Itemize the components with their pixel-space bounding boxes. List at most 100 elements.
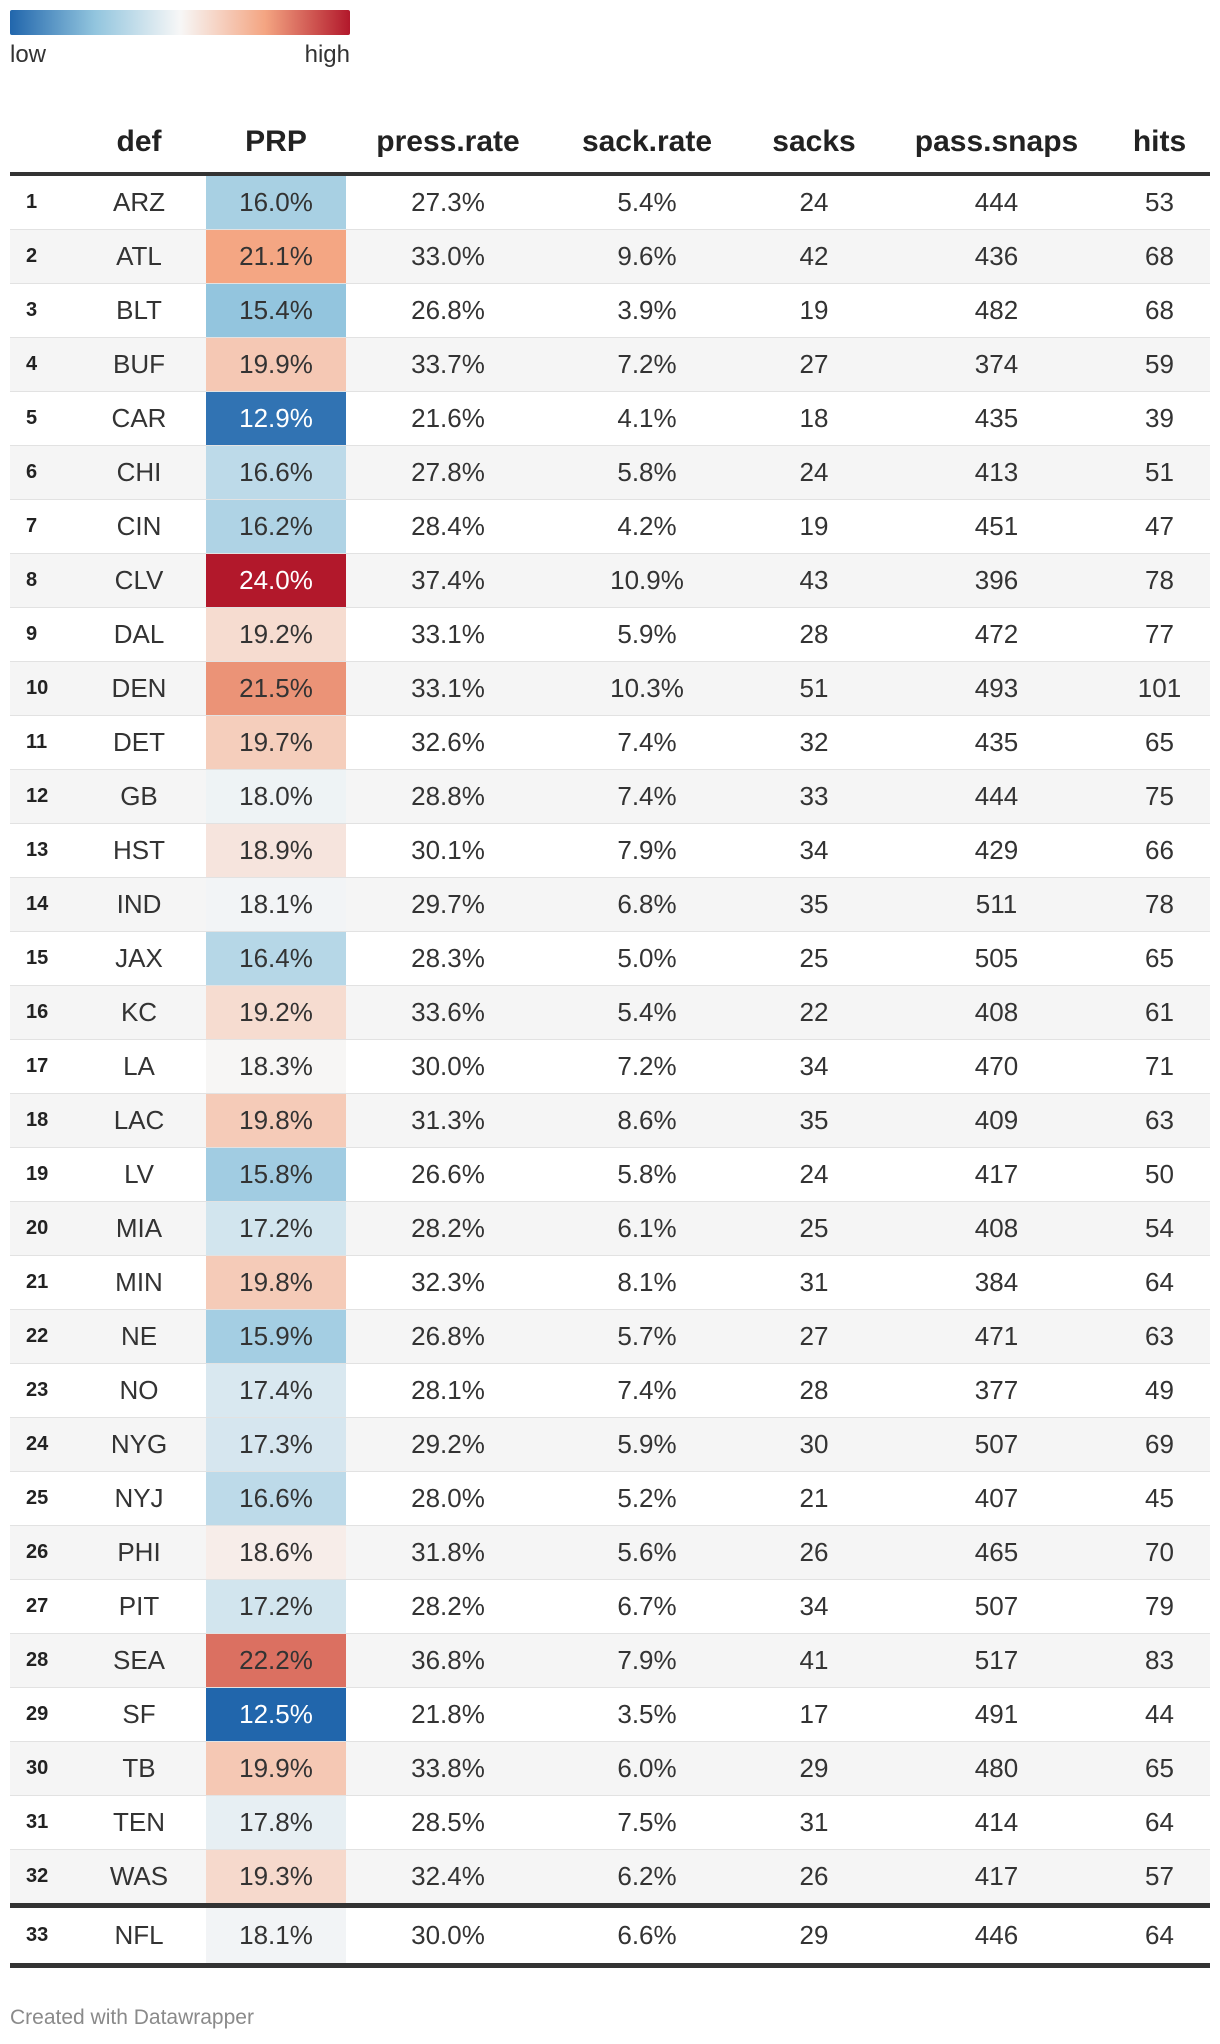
hits-cell: 68 [1109, 229, 1210, 284]
table-row: 27 PIT 17.2% 28.2% 6.7% 34 507 79 [10, 1579, 1210, 1634]
press-rate-cell: 31.3% [346, 1093, 550, 1148]
hits-cell: 77 [1109, 607, 1210, 662]
rank-cell: 8 [10, 553, 72, 608]
rank-cell: 12 [10, 769, 72, 824]
pass-snaps-cell: 377 [884, 1363, 1109, 1418]
sacks-cell: 27 [744, 337, 884, 392]
team-cell: MIN [72, 1255, 206, 1310]
table-row: 4 BUF 19.9% 33.7% 7.2% 27 374 59 [10, 337, 1210, 392]
sacks-cell: 26 [744, 1525, 884, 1580]
table-row: 22 NE 15.9% 26.8% 5.7% 27 471 63 [10, 1309, 1210, 1364]
sacks-cell: 35 [744, 877, 884, 932]
pass-snaps-cell: 407 [884, 1471, 1109, 1526]
pass-snaps-cell: 384 [884, 1255, 1109, 1310]
prp-cell: 18.6% [206, 1525, 346, 1580]
press-rate-cell: 32.4% [346, 1849, 550, 1906]
sacks-cell: 34 [744, 823, 884, 878]
prp-cell: 19.9% [206, 337, 346, 392]
sacks-cell: 24 [744, 174, 884, 230]
column-header-press-rate[interactable]: press.rate [346, 112, 550, 176]
sacks-cell: 30 [744, 1417, 884, 1472]
rank-cell: 11 [10, 715, 72, 770]
pass-snaps-cell: 507 [884, 1579, 1109, 1634]
team-cell: IND [72, 877, 206, 932]
prp-cell: 18.0% [206, 769, 346, 824]
prp-cell: 17.3% [206, 1417, 346, 1472]
hits-cell: 53 [1109, 174, 1210, 230]
prp-cell: 19.3% [206, 1849, 346, 1906]
press-rate-cell: 30.1% [346, 823, 550, 878]
table-body: 1 ARZ 16.0% 27.3% 5.4% 24 444 53 2 ATL 21.1% 33.0% 9… [10, 174, 1210, 1968]
hits-cell: 69 [1109, 1417, 1210, 1472]
press-rate-cell: 28.8% [346, 769, 550, 824]
team-cell: PIT [72, 1579, 206, 1634]
sack-rate-cell: 7.4% [550, 715, 744, 770]
prp-cell: 22.2% [206, 1633, 346, 1688]
hits-cell: 47 [1109, 499, 1210, 554]
rank-cell: 26 [10, 1525, 72, 1580]
press-rate-cell: 26.8% [346, 283, 550, 338]
pass-snaps-cell: 505 [884, 931, 1109, 986]
pass-snaps-cell: 511 [884, 877, 1109, 932]
press-rate-cell: 26.6% [346, 1147, 550, 1202]
pass-snaps-cell: 470 [884, 1039, 1109, 1094]
footer-credit: Created with Datawrapper [10, 2006, 254, 2029]
pass-snaps-cell: 408 [884, 985, 1109, 1040]
column-header-hits[interactable]: hits [1109, 112, 1210, 176]
hits-cell: 78 [1109, 553, 1210, 608]
prp-cell: 17.2% [206, 1579, 346, 1634]
column-header-def[interactable]: def [72, 112, 206, 176]
sack-rate-cell: 4.2% [550, 499, 744, 554]
column-header-pass-snaps[interactable]: pass.snaps [884, 112, 1109, 176]
prp-cell: 19.2% [206, 607, 346, 662]
hits-cell: 64 [1109, 1255, 1210, 1310]
table-row: 21 MIN 19.8% 32.3% 8.1% 31 384 64 [10, 1255, 1210, 1310]
pass-snaps-cell: 429 [884, 823, 1109, 878]
table-row: 8 CLV 24.0% 37.4% 10.9% 43 396 78 [10, 553, 1210, 608]
team-cell: ATL [72, 229, 206, 284]
legend-gradient-bar [10, 10, 350, 35]
team-cell: BLT [72, 283, 206, 338]
sack-rate-cell: 7.4% [550, 1363, 744, 1418]
press-rate-cell: 28.2% [346, 1579, 550, 1634]
hits-cell: 75 [1109, 769, 1210, 824]
table-row: 28 SEA 22.2% 36.8% 7.9% 41 517 83 [10, 1633, 1210, 1688]
table-row: 1 ARZ 16.0% 27.3% 5.4% 24 444 53 [10, 174, 1210, 230]
hits-cell: 39 [1109, 391, 1210, 446]
pass-snaps-cell: 507 [884, 1417, 1109, 1472]
pass-snaps-cell: 444 [884, 174, 1109, 230]
pass-snaps-cell: 409 [884, 1093, 1109, 1148]
column-header-sacks[interactable]: sacks [744, 112, 884, 176]
sack-rate-cell: 8.1% [550, 1255, 744, 1310]
column-header-sack-rate[interactable]: sack.rate [550, 112, 744, 176]
rank-cell: 32 [10, 1849, 72, 1906]
team-cell: CAR [72, 391, 206, 446]
press-rate-cell: 26.8% [346, 1309, 550, 1364]
hits-cell: 66 [1109, 823, 1210, 878]
rank-cell: 21 [10, 1255, 72, 1310]
press-rate-cell: 28.2% [346, 1201, 550, 1256]
table-row: 10 DEN 21.5% 33.1% 10.3% 51 493 101 [10, 661, 1210, 716]
rank-cell: 14 [10, 877, 72, 932]
press-rate-cell: 30.0% [346, 1903, 550, 1968]
prp-cell: 24.0% [206, 553, 346, 608]
press-rate-cell: 33.6% [346, 985, 550, 1040]
prp-cell: 21.1% [206, 229, 346, 284]
press-rate-cell: 33.1% [346, 661, 550, 716]
rank-cell: 4 [10, 337, 72, 392]
pass-rush-table: def PRP press.rate sack.rate sacks pass.… [10, 112, 1210, 1968]
press-rate-cell: 32.3% [346, 1255, 550, 1310]
sack-rate-cell: 3.5% [550, 1687, 744, 1742]
team-cell: LAC [72, 1093, 206, 1148]
sack-rate-cell: 7.5% [550, 1795, 744, 1850]
rank-cell: 5 [10, 391, 72, 446]
sack-rate-cell: 5.9% [550, 607, 744, 662]
hits-cell: 51 [1109, 445, 1210, 500]
pass-snaps-cell: 482 [884, 283, 1109, 338]
hits-cell: 65 [1109, 1741, 1210, 1796]
column-header-prp[interactable]: PRP [206, 112, 346, 176]
hits-cell: 78 [1109, 877, 1210, 932]
sacks-cell: 31 [744, 1255, 884, 1310]
table-row: 16 KC 19.2% 33.6% 5.4% 22 408 61 [10, 985, 1210, 1040]
press-rate-cell: 37.4% [346, 553, 550, 608]
